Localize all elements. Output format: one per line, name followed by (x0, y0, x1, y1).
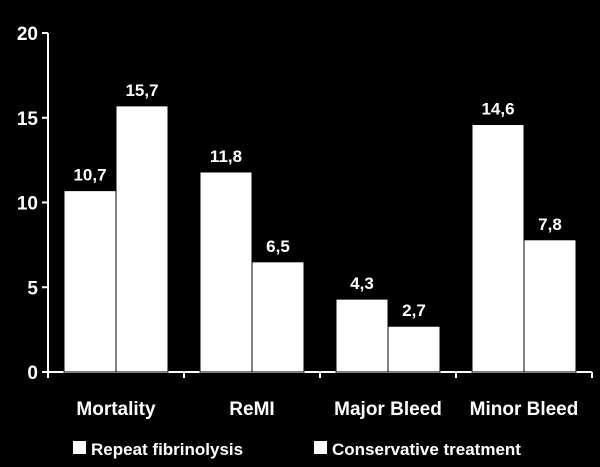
bars (63, 105, 577, 373)
category-label: Major Bleed (334, 399, 442, 420)
bar-repeat-fibrinolysis-minor-bleed (471, 124, 525, 373)
y-tick-label: 20 (17, 24, 38, 45)
data-label: 4,3 (350, 274, 374, 293)
category-label: ReMI (229, 399, 274, 420)
axes: 0 5 10 15 20 Mortality ReMI Major Bleed Minor Bl… (17, 24, 593, 420)
legend-swatch-repeat-fibrinolysis (73, 441, 86, 454)
legend-label-conservative-treatment: Conservative treatment (332, 440, 521, 459)
bar-conservative-treatment-mortality (115, 105, 169, 373)
bar-repeat-fibrinolysis-major-bleed (335, 298, 389, 373)
data-label: 6,5 (266, 237, 290, 256)
y-tick-label: 10 (17, 194, 38, 215)
category-label: Mortality (76, 399, 156, 420)
data-label: 11,8 (210, 147, 242, 166)
legend-label-repeat-fibrinolysis: Repeat fibrinolysis (91, 440, 243, 459)
legend: Repeat fibrinolysis Conservative treatme… (73, 440, 521, 459)
data-label: 7,8 (538, 215, 562, 234)
category-label: Minor Bleed (470, 399, 579, 420)
bar-repeat-fibrinolysis-mortality (63, 190, 117, 373)
y-tick-label: 15 (17, 109, 39, 130)
bar-conservative-treatment-remi (251, 261, 305, 373)
data-label: 14,6 (481, 100, 514, 119)
data-label: 2,7 (402, 301, 426, 320)
legend-swatch-conservative-treatment (314, 441, 327, 454)
data-label: 10,7 (73, 166, 106, 185)
data-label: 15,7 (125, 81, 158, 100)
bar-conservative-treatment-major-bleed (387, 325, 441, 373)
bar-repeat-fibrinolysis-remi (199, 171, 253, 373)
y-tick-label: 5 (27, 278, 38, 299)
data-labels: 10,7 15,7 11,8 6,5 4,3 2,7 14,6 7,8 (73, 81, 561, 320)
bar-conservative-treatment-minor-bleed (523, 239, 577, 373)
y-tick-label: 0 (27, 363, 38, 384)
